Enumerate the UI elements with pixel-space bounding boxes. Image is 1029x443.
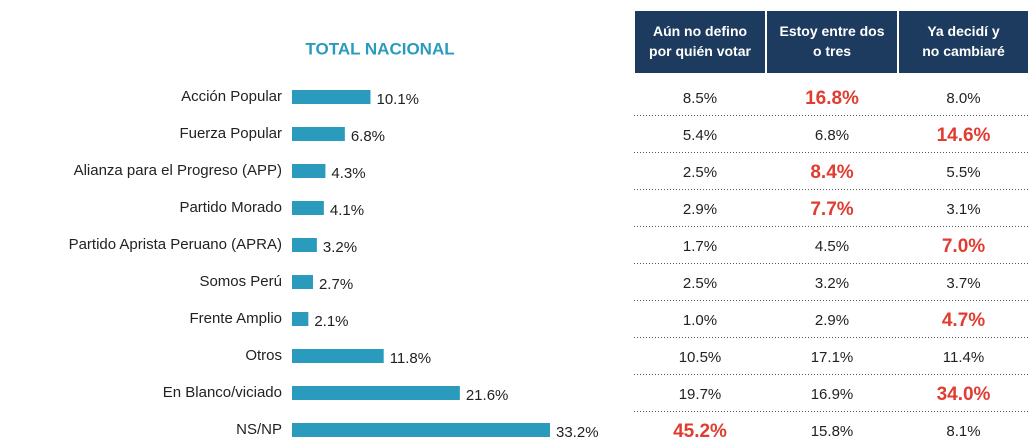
category-label: Alianza para el Progreso (APP) <box>74 162 282 179</box>
category-label: Fuerza Popular <box>179 125 282 142</box>
value-label: 10.1% <box>376 91 419 108</box>
table-cell: 3.2% <box>815 275 849 292</box>
table-cell: 45.2% <box>673 421 727 442</box>
table-cell: 4.7% <box>942 310 985 331</box>
category-label: Partido Aprista Peruano (APRA) <box>69 236 282 253</box>
table-cell: 2.5% <box>683 275 717 292</box>
bar <box>292 90 371 104</box>
table-cell: 8.0% <box>946 90 980 107</box>
value-label: 3.2% <box>323 239 357 256</box>
table-cell: 1.7% <box>683 238 717 255</box>
table-cell: 16.8% <box>805 88 859 109</box>
header-text: Aún no defino por quién votar <box>649 23 751 59</box>
category-label: Partido Morado <box>179 199 282 216</box>
value-label: 33.2% <box>556 424 599 441</box>
header-text: Estoy entre dos o tres <box>779 23 884 59</box>
header-cell <box>767 11 897 73</box>
table-cell: 7.7% <box>810 199 853 220</box>
bar <box>292 386 460 400</box>
bar <box>292 238 317 252</box>
table-cell: 16.9% <box>811 386 854 403</box>
table-cell: 5.4% <box>683 127 717 144</box>
value-label: 2.7% <box>319 276 353 293</box>
table-cell: 3.1% <box>946 201 980 218</box>
table-cell: 1.0% <box>683 312 717 329</box>
bar <box>292 127 345 141</box>
header-text: Ya decidí y no cambiaré <box>922 23 1005 59</box>
table-cell: 8.4% <box>810 162 853 183</box>
category-label: Acción Popular <box>181 88 282 105</box>
header-cell <box>635 11 765 73</box>
category-label: NS/NP <box>236 421 282 438</box>
table-cell: 14.6% <box>937 125 991 146</box>
bar <box>292 275 313 289</box>
table-cell: 10.5% <box>679 349 722 366</box>
bar <box>292 164 326 178</box>
value-label: 4.3% <box>331 165 365 182</box>
value-label: 21.6% <box>466 387 509 404</box>
category-label: En Blanco/viciado <box>163 384 282 401</box>
table-cell: 8.1% <box>946 423 980 440</box>
table-cell: 2.9% <box>683 201 717 218</box>
bar <box>292 312 309 326</box>
bar <box>292 201 324 215</box>
table-cell: 17.1% <box>811 349 854 366</box>
value-label: 11.8% <box>390 350 431 367</box>
table-cell: 7.0% <box>942 236 985 257</box>
category-label: Somos Perú <box>199 273 282 290</box>
table-cell: 3.7% <box>946 275 980 292</box>
bar <box>292 349 384 363</box>
table-cell: 2.5% <box>683 164 717 181</box>
table-cell: 19.7% <box>679 386 722 403</box>
table-cell: 8.5% <box>683 90 717 107</box>
table-cell: 4.5% <box>815 238 849 255</box>
category-label: Otros <box>245 347 282 364</box>
table-cell: 34.0% <box>937 384 991 405</box>
table-cell: 5.5% <box>946 164 980 181</box>
table-cell: 2.9% <box>815 312 849 329</box>
bar <box>292 423 550 437</box>
header-cell <box>899 11 1028 73</box>
value-label: 6.8% <box>351 128 385 145</box>
chart-title: TOTAL NACIONAL <box>305 39 454 58</box>
value-label: 2.1% <box>314 313 348 330</box>
value-label: 4.1% <box>330 202 364 219</box>
table-cell: 15.8% <box>811 423 854 440</box>
table-cell: 6.8% <box>815 127 849 144</box>
table-cell: 11.4% <box>943 349 984 366</box>
category-label: Frente Amplio <box>189 310 282 327</box>
